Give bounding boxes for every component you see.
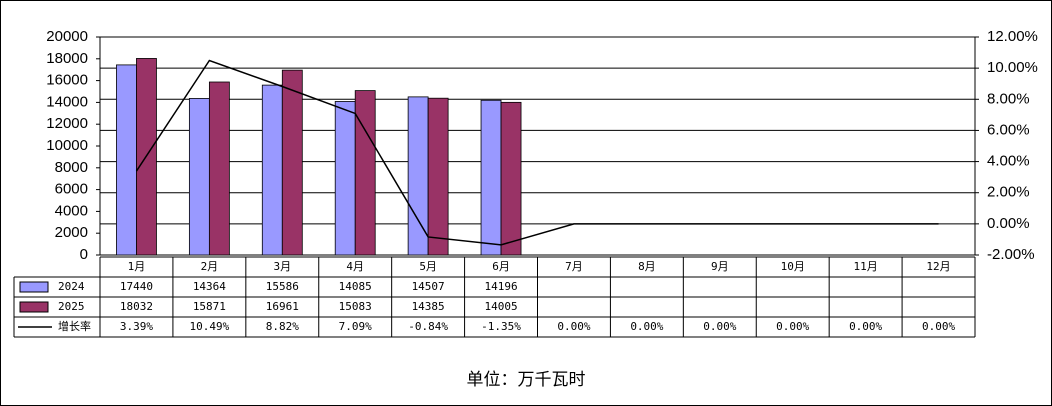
table-cell: 8.82% bbox=[266, 320, 299, 333]
plot-area bbox=[99, 36, 976, 256]
y2-tick-label: 2.00% bbox=[987, 184, 1030, 201]
legend-swatch bbox=[19, 281, 49, 293]
y2-tick-label: 10.00% bbox=[987, 59, 1038, 76]
table-cell: 0.00% bbox=[630, 320, 663, 333]
bar bbox=[334, 101, 356, 256]
y2-tick-label: 6.00% bbox=[987, 121, 1030, 138]
table-cell: 15871 bbox=[193, 300, 226, 313]
y-tick-label: 16000 bbox=[46, 72, 88, 89]
x-tick-label: 7月 bbox=[565, 260, 583, 273]
table-cell: 0.00% bbox=[849, 320, 882, 333]
legend-label: 2025 bbox=[58, 300, 85, 313]
table-cell: 14196 bbox=[484, 280, 517, 293]
x-tick-label: 1月 bbox=[128, 260, 146, 273]
table-cell: 14507 bbox=[412, 280, 445, 293]
table-cell: 18032 bbox=[120, 300, 153, 313]
x-tick-label: 12月 bbox=[926, 260, 950, 273]
bar bbox=[354, 90, 376, 256]
bar bbox=[281, 69, 303, 256]
legend-swatch bbox=[19, 301, 49, 313]
x-tick-label: 6月 bbox=[492, 260, 510, 273]
table-cell: 3.39% bbox=[120, 320, 153, 333]
y2-tick-label: 4.00% bbox=[987, 153, 1030, 170]
table-cell: 15586 bbox=[266, 280, 299, 293]
y-tick-label: 2000 bbox=[55, 224, 88, 241]
y-tick-label: 10000 bbox=[46, 137, 88, 154]
x-tick-label: 10月 bbox=[781, 260, 805, 273]
table-cell: 14364 bbox=[193, 280, 226, 293]
y-tick-label: 0 bbox=[80, 246, 88, 263]
y2-tick-label: 12.00% bbox=[987, 28, 1038, 45]
table-cell: 14085 bbox=[339, 280, 372, 293]
x-tick-label: 2月 bbox=[201, 260, 219, 273]
y-tick-label: 20000 bbox=[46, 28, 88, 45]
table-cell: 0.00% bbox=[557, 320, 590, 333]
table-cell: 14385 bbox=[412, 300, 445, 313]
y-tick-label: 12000 bbox=[46, 115, 88, 132]
legend-label: 增长率 bbox=[58, 319, 91, 333]
bar bbox=[427, 97, 449, 256]
table-cell: -0.84% bbox=[408, 320, 448, 333]
x-tick-label: 4月 bbox=[346, 260, 364, 273]
bar bbox=[500, 101, 522, 256]
unit-note: 单位：万千瓦时 bbox=[467, 370, 586, 390]
y2-tick-label: 8.00% bbox=[987, 90, 1030, 107]
x-tick-label: 5月 bbox=[419, 260, 437, 273]
x-tick-label: 11月 bbox=[854, 260, 878, 273]
table-cell: 7.09% bbox=[339, 320, 372, 333]
table-cell: 15083 bbox=[339, 300, 372, 313]
growth-line bbox=[135, 59, 939, 246]
x-tick-label: 9月 bbox=[711, 260, 729, 273]
legend-label: 2024 bbox=[58, 280, 85, 293]
table-cell: 0.00% bbox=[922, 320, 955, 333]
bar bbox=[208, 81, 230, 256]
bar bbox=[480, 99, 502, 256]
table-cell: -1.35% bbox=[481, 320, 521, 333]
y-tick-label: 18000 bbox=[46, 50, 88, 67]
x-tick-label: 8月 bbox=[638, 260, 656, 273]
bar bbox=[188, 98, 210, 256]
bar bbox=[261, 84, 283, 256]
table-cell: 0.00% bbox=[703, 320, 736, 333]
bar bbox=[116, 64, 137, 256]
table-cell: 16961 bbox=[266, 300, 299, 313]
y2-tick-label: -2.00% bbox=[987, 246, 1035, 263]
y-tick-label: 8000 bbox=[55, 159, 88, 176]
y-tick-label: 6000 bbox=[55, 181, 88, 198]
y-tick-label: 14000 bbox=[46, 93, 88, 110]
table-cell: 0.00% bbox=[776, 320, 809, 333]
y2-tick-label: 0.00% bbox=[987, 215, 1030, 232]
x-tick-label: 3月 bbox=[273, 260, 291, 273]
table-cell: 17440 bbox=[120, 280, 153, 293]
y-tick-label: 4000 bbox=[55, 202, 88, 219]
table-cell: 14005 bbox=[484, 300, 517, 313]
table-cell: 10.49% bbox=[190, 320, 230, 333]
